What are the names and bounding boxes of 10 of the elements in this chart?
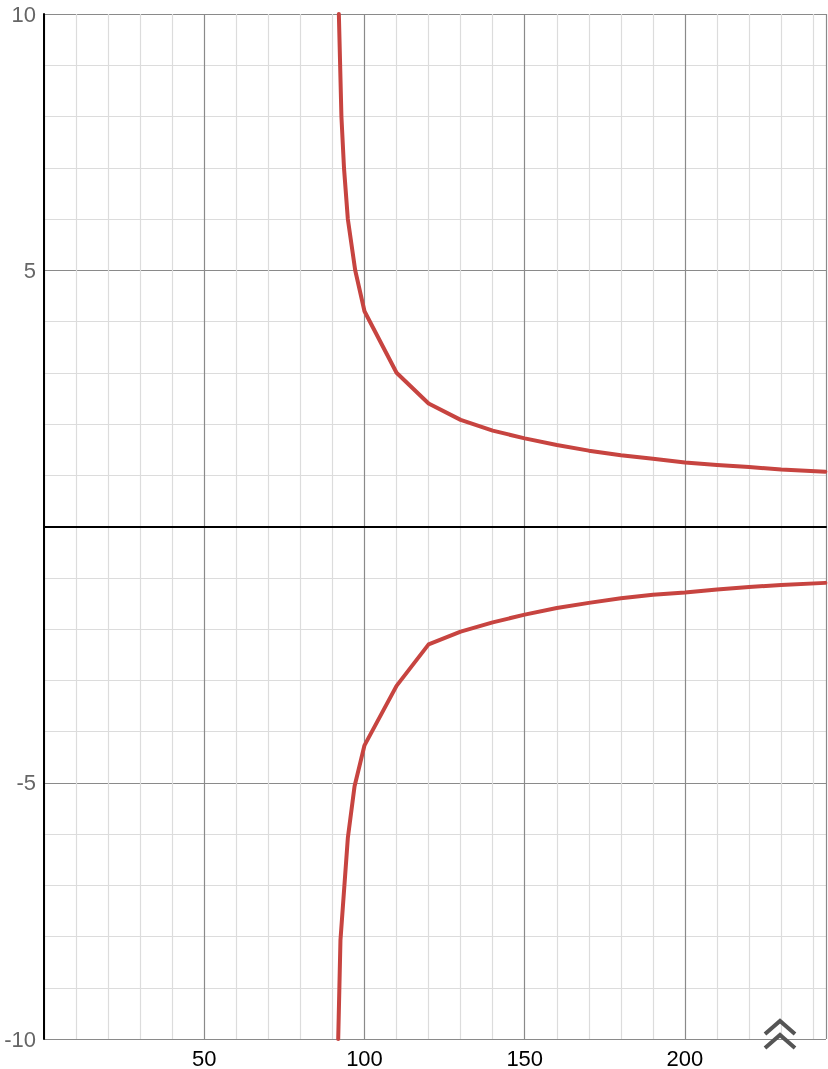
line-series: [336, 580, 828, 1041]
y-tick-label: -5: [16, 770, 36, 796]
y-tick-label: 10: [11, 1, 36, 27]
line-series: [336, 12, 828, 474]
x-tick-label: 50: [192, 1045, 217, 1069]
x-tick-label: 150: [506, 1045, 544, 1069]
x-tick-label: 200: [666, 1045, 704, 1069]
x-tick-label: 100: [346, 1045, 383, 1069]
y-tick-label: -10: [4, 1026, 36, 1052]
y-tick-label: 5: [23, 257, 36, 283]
